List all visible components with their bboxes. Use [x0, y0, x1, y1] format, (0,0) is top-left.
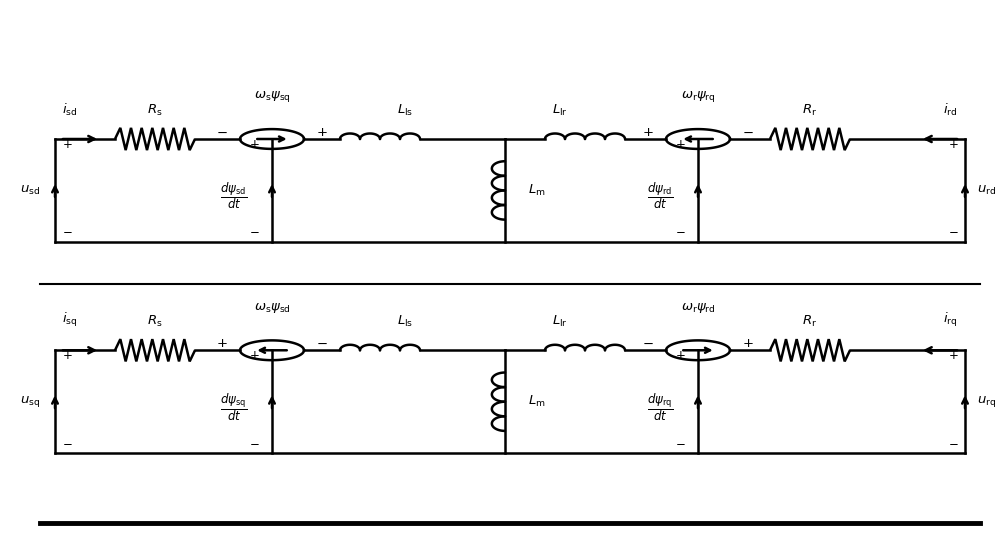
- Text: $+$: $+$: [675, 138, 685, 151]
- Text: $i_{\rm sq}$: $i_{\rm sq}$: [62, 311, 78, 329]
- Text: $-$: $-$: [216, 126, 228, 139]
- Text: $\dfrac{d\psi_{\rm rd}}{dt}$: $\dfrac{d\psi_{\rm rd}}{dt}$: [647, 181, 673, 211]
- Text: $-$: $-$: [948, 435, 958, 449]
- Text: $i_{\rm rd}$: $i_{\rm rd}$: [943, 102, 957, 118]
- Text: $u_{\rm sq}$: $u_{\rm sq}$: [20, 394, 40, 409]
- Text: $+$: $+$: [642, 126, 654, 139]
- Text: $-$: $-$: [742, 126, 754, 139]
- Text: $-$: $-$: [642, 337, 654, 350]
- Text: $L_{\rm ls}$: $L_{\rm ls}$: [397, 314, 413, 329]
- Text: $L_{\rm ls}$: $L_{\rm ls}$: [397, 103, 413, 118]
- Text: $\dfrac{d\psi_{\rm sq}}{dt}$: $\dfrac{d\psi_{\rm sq}}{dt}$: [220, 391, 248, 423]
- Text: $+$: $+$: [948, 138, 958, 151]
- Text: $-$: $-$: [316, 337, 328, 350]
- Text: $i_{\rm rq}$: $i_{\rm rq}$: [943, 311, 957, 329]
- Text: $+$: $+$: [62, 349, 72, 363]
- Text: $u_{\rm rq}$: $u_{\rm rq}$: [977, 394, 997, 409]
- Text: $+$: $+$: [249, 349, 259, 363]
- Text: $+$: $+$: [742, 337, 754, 350]
- Text: $-$: $-$: [62, 224, 72, 237]
- Text: $+$: $+$: [249, 138, 259, 151]
- Text: $R_{\rm s}$: $R_{\rm s}$: [147, 314, 163, 329]
- Text: $L_{\rm lr}$: $L_{\rm lr}$: [552, 314, 568, 329]
- Text: $\omega_{\rm s}\psi_{\rm sd}$: $\omega_{\rm s}\psi_{\rm sd}$: [254, 301, 290, 315]
- Text: $u_{\rm rd}$: $u_{\rm rd}$: [977, 184, 997, 197]
- Text: $\omega_{\rm s}\psi_{\rm sq}$: $\omega_{\rm s}\psi_{\rm sq}$: [254, 89, 290, 104]
- Text: $\dfrac{d\psi_{\rm sd}}{dt}$: $\dfrac{d\psi_{\rm sd}}{dt}$: [220, 181, 248, 211]
- Text: $+$: $+$: [675, 349, 685, 363]
- Text: $-$: $-$: [675, 435, 685, 449]
- Text: $+$: $+$: [62, 138, 72, 151]
- Text: $-$: $-$: [62, 435, 72, 449]
- Text: $-$: $-$: [948, 224, 958, 237]
- Text: $u_{\rm sd}$: $u_{\rm sd}$: [20, 184, 40, 197]
- Text: $+$: $+$: [216, 337, 228, 350]
- Text: $i_{\rm sd}$: $i_{\rm sd}$: [62, 102, 78, 118]
- Text: $R_{\rm r}$: $R_{\rm r}$: [802, 314, 818, 329]
- Text: $\dfrac{d\psi_{\rm rq}}{dt}$: $\dfrac{d\psi_{\rm rq}}{dt}$: [647, 391, 673, 423]
- Text: $R_{\rm r}$: $R_{\rm r}$: [802, 103, 818, 118]
- Text: $\omega_{\rm r}\psi_{\rm rq}$: $\omega_{\rm r}\psi_{\rm rq}$: [681, 89, 715, 104]
- Text: $-$: $-$: [249, 224, 259, 237]
- Text: $L_{\rm lr}$: $L_{\rm lr}$: [552, 103, 568, 118]
- Text: $-$: $-$: [249, 435, 259, 449]
- Text: $L_{\rm m}$: $L_{\rm m}$: [528, 183, 546, 198]
- Text: $+$: $+$: [316, 126, 328, 139]
- Text: $\omega_{\rm r}\psi_{\rm rd}$: $\omega_{\rm r}\psi_{\rm rd}$: [681, 301, 715, 315]
- Text: $L_{\rm m}$: $L_{\rm m}$: [528, 394, 546, 409]
- Text: $+$: $+$: [948, 349, 958, 363]
- Text: $R_{\rm s}$: $R_{\rm s}$: [147, 103, 163, 118]
- Text: $-$: $-$: [675, 224, 685, 237]
